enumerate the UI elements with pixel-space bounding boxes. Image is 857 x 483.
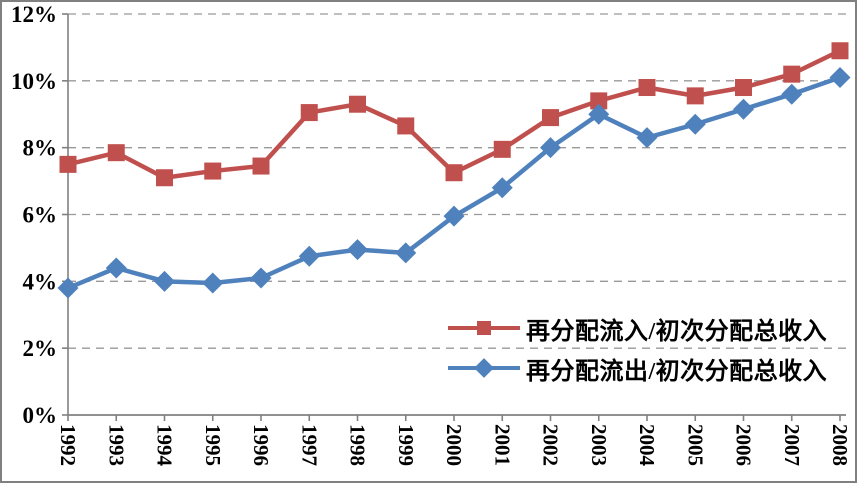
data-point-outflow[interactable] xyxy=(636,127,658,149)
data-point-inflow[interactable] xyxy=(107,144,125,162)
data-point-outflow[interactable] xyxy=(298,245,320,267)
legend-label-inflow: 再分配流入/初次分配总收入 xyxy=(526,318,828,345)
y-tick-label: 2% xyxy=(23,336,58,361)
data-point-outflow[interactable] xyxy=(154,270,175,292)
data-point-outflow[interactable] xyxy=(57,277,79,299)
x-tick-label: 2003 xyxy=(587,424,611,466)
y-tick-label: 10% xyxy=(11,69,57,94)
data-point-inflow[interactable] xyxy=(638,79,656,97)
x-tick-label: 1997 xyxy=(297,424,321,466)
x-tick-label: 1992 xyxy=(56,424,80,466)
x-tick-label: 2001 xyxy=(490,424,514,466)
y-tick-label: 8% xyxy=(23,136,58,161)
x-tick-label: 2005 xyxy=(683,424,707,466)
data-point-outflow[interactable] xyxy=(829,66,851,88)
x-tick-label: 2008 xyxy=(828,424,852,466)
data-point-inflow[interactable] xyxy=(542,109,559,127)
data-point-outflow[interactable] xyxy=(588,103,610,125)
legend-item-outflow[interactable]: 再分配流出/初次分配总收入 xyxy=(448,348,827,388)
x-tick-label: 2006 xyxy=(732,424,756,466)
legend-label-outflow: 再分配流出/初次分配总收入 xyxy=(526,358,828,385)
x-tick-label: 1995 xyxy=(201,424,225,466)
data-point-inflow[interactable] xyxy=(831,42,849,60)
x-tick-label: 2002 xyxy=(539,424,563,466)
x-tick-label: 2007 xyxy=(780,424,804,466)
y-tick-label: 12% xyxy=(11,2,57,27)
data-point-inflow[interactable] xyxy=(686,87,704,105)
x-tick-label: 1996 xyxy=(249,424,273,466)
legend-diamond-marker-icon xyxy=(448,358,520,378)
data-point-outflow[interactable] xyxy=(540,137,561,159)
data-point-outflow[interactable] xyxy=(781,83,803,105)
data-point-outflow[interactable] xyxy=(684,113,706,135)
data-point-outflow[interactable] xyxy=(105,257,127,279)
data-point-outflow[interactable] xyxy=(443,205,465,227)
data-point-outflow[interactable] xyxy=(202,272,224,294)
data-point-inflow[interactable] xyxy=(204,162,222,180)
data-point-outflow[interactable] xyxy=(491,177,513,199)
data-point-inflow[interactable] xyxy=(252,157,270,175)
y-tick-label: 4% xyxy=(23,269,58,294)
x-tick-label: 2000 xyxy=(442,424,466,466)
legend-square-marker-icon xyxy=(448,318,520,338)
series-line-outflow[interactable] xyxy=(65,75,843,291)
data-point-inflow[interactable] xyxy=(735,79,752,97)
legend-item-inflow[interactable]: 再分配流入/初次分配总收入 xyxy=(448,308,827,348)
data-point-outflow[interactable] xyxy=(395,242,417,264)
data-point-outflow[interactable] xyxy=(733,98,754,120)
y-tick-label: 0% xyxy=(23,403,58,428)
y-tick-label: 6% xyxy=(23,203,58,228)
data-point-inflow[interactable] xyxy=(156,169,173,187)
data-point-inflow[interactable] xyxy=(445,164,463,182)
data-point-inflow[interactable] xyxy=(349,95,366,113)
x-tick-label: 2004 xyxy=(635,424,659,467)
x-tick-label: 1999 xyxy=(394,424,418,466)
data-point-inflow[interactable] xyxy=(590,92,608,110)
data-point-inflow[interactable] xyxy=(300,104,318,122)
data-point-outflow[interactable] xyxy=(250,267,272,289)
data-point-inflow[interactable] xyxy=(493,140,511,158)
x-tick-label: 1993 xyxy=(104,424,128,466)
x-tick-label: 1998 xyxy=(346,424,370,466)
data-point-inflow[interactable] xyxy=(783,65,801,83)
x-tick-label: 1994 xyxy=(153,424,177,467)
data-point-inflow[interactable] xyxy=(397,117,415,135)
legend: 再分配流入/初次分配总收入 再分配流出/初次分配总收入 xyxy=(448,308,827,388)
data-point-inflow[interactable] xyxy=(59,155,77,173)
data-point-outflow[interactable] xyxy=(347,239,368,261)
